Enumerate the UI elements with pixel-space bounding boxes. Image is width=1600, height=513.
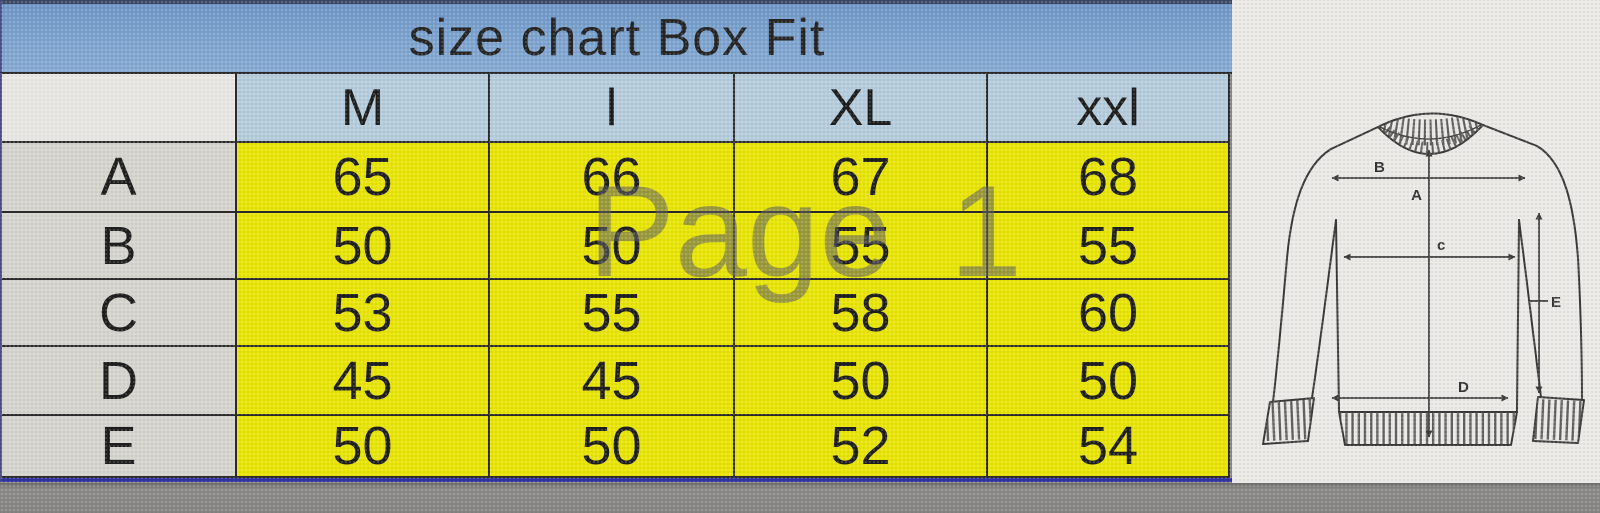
row-label-d: D bbox=[2, 347, 237, 416]
cell-d-l: 45 bbox=[490, 347, 735, 416]
bottom-gray-strip bbox=[0, 483, 1600, 513]
cell-a-xl: 67 bbox=[735, 143, 988, 213]
cell-b-xl: 55 bbox=[735, 213, 988, 280]
table-title-band: size chart Box Fit bbox=[0, 0, 1232, 72]
measure-label-a: A bbox=[1411, 187, 1422, 204]
cell-d-xxl: 50 bbox=[988, 347, 1230, 416]
cell-c-xl: 58 bbox=[735, 280, 988, 347]
column-header-xl: XL bbox=[735, 74, 988, 143]
measure-label-d: D bbox=[1458, 379, 1469, 396]
cell-d-xl: 50 bbox=[735, 347, 988, 416]
cell-e-xxl: 54 bbox=[988, 416, 1230, 478]
cell-c-l: 55 bbox=[490, 280, 735, 347]
cell-b-xxl: 55 bbox=[988, 213, 1230, 280]
cell-e-l: 50 bbox=[490, 416, 735, 478]
sweater-diagram-panel: B A c D E bbox=[1232, 0, 1600, 489]
row-label-c: C bbox=[2, 280, 237, 347]
sweater-outline bbox=[1262, 112, 1585, 446]
cell-c-xxl: 60 bbox=[988, 280, 1230, 347]
row-label-b: B bbox=[2, 213, 237, 280]
cell-a-xxl: 68 bbox=[988, 143, 1230, 213]
cell-d-m: 45 bbox=[237, 347, 490, 416]
cell-a-l: 66 bbox=[490, 143, 735, 213]
cell-b-m: 50 bbox=[237, 213, 490, 280]
measure-label-c: c bbox=[1437, 237, 1445, 254]
measurement-arrows bbox=[1331, 149, 1548, 438]
size-table: M l XL xxl A 65 66 67 68 B 50 50 55 55 C… bbox=[0, 72, 1232, 482]
cell-c-m: 53 bbox=[237, 280, 490, 347]
cell-e-xl: 52 bbox=[735, 416, 988, 478]
table-title: size chart Box Fit bbox=[408, 9, 826, 67]
cell-e-m: 50 bbox=[237, 416, 490, 478]
cell-b-l: 50 bbox=[490, 213, 735, 280]
measure-label-b: B bbox=[1374, 159, 1385, 176]
column-header-l: l bbox=[490, 74, 735, 143]
corner-cell bbox=[2, 74, 237, 143]
row-label-a: A bbox=[2, 143, 237, 213]
measure-label-e: E bbox=[1551, 294, 1561, 311]
column-header-m: M bbox=[237, 74, 490, 143]
sweater-diagram-icon: B A c D E bbox=[1262, 112, 1585, 446]
size-chart-sheet: size chart Box Fit M l XL xxl A 65 66 67… bbox=[0, 0, 1232, 482]
row-label-e: E bbox=[2, 416, 237, 478]
column-header-xxl: xxl bbox=[988, 74, 1230, 143]
cell-a-m: 65 bbox=[237, 143, 490, 213]
